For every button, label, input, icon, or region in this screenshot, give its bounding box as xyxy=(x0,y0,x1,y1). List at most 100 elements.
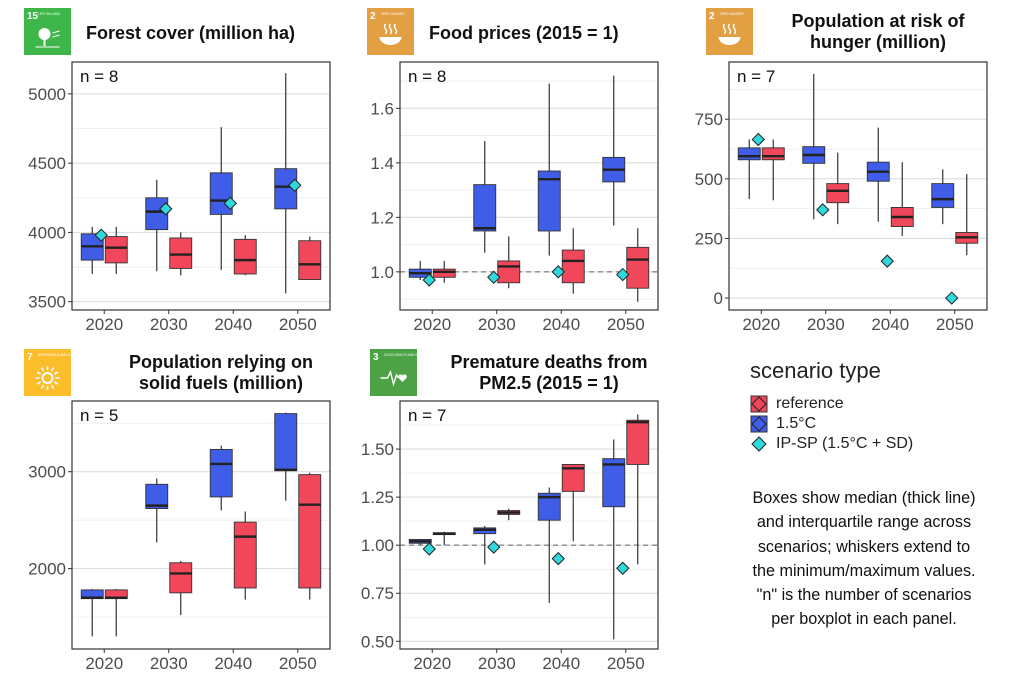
ipsp-point xyxy=(551,265,565,279)
note-line: Boxes show median (thick line) xyxy=(752,489,976,507)
box-reference xyxy=(761,139,785,201)
box-1-5c xyxy=(537,487,561,603)
sdg-caption: ZERO HUNGER xyxy=(720,12,744,16)
box-reference xyxy=(561,228,585,294)
box-reference xyxy=(826,152,850,225)
sdg-icon: 2 ZERO HUNGER xyxy=(706,8,753,55)
x-tick-label: 2020 xyxy=(85,654,123,673)
ipsp-point xyxy=(945,291,959,305)
box-reference xyxy=(169,232,193,276)
plot-border xyxy=(399,61,659,311)
box-1-5c xyxy=(209,445,233,511)
interquartile-box xyxy=(737,147,761,161)
x-tick-label: 2040 xyxy=(214,654,252,673)
interquartile-box xyxy=(826,183,850,204)
y-tick-label: 1.4 xyxy=(370,154,394,173)
y-tick-label: 4500 xyxy=(28,154,66,173)
sdg-caption: LIFE ON LAND xyxy=(38,12,60,16)
box-reference xyxy=(626,228,650,302)
sdg-caption: AFFORDABLE AND CLEAN ENERGY xyxy=(38,353,93,357)
x-tick-label: 2040 xyxy=(871,315,909,334)
x-tick-label: 2040 xyxy=(542,654,580,673)
y-tick-label: 0.50 xyxy=(361,632,394,651)
box-reference xyxy=(169,560,193,616)
interquartile-box xyxy=(537,492,561,521)
ipsp-point xyxy=(880,254,894,268)
explanatory-note: Boxes show median (thick line) and inter… xyxy=(712,486,1016,632)
ipsp-point xyxy=(223,196,237,211)
heartbeat-icon xyxy=(380,369,407,387)
sdg-icon: 7 AFFORDABLE AND CLEAN ENERGY xyxy=(24,349,93,396)
sdg-caption: GOOD HEALTH AND WELL-BEING xyxy=(384,353,435,357)
sdg-icon: 2 ZERO HUNGER xyxy=(367,8,414,55)
y-tick-label: 1.6 xyxy=(370,99,394,118)
sdg-number: 7 xyxy=(27,352,33,363)
box-reference xyxy=(497,236,521,289)
legend-title: scenario type xyxy=(750,358,881,383)
interquartile-box xyxy=(931,183,955,208)
plot-background xyxy=(400,62,658,310)
chart-panel: 0.50 0.75 1.00 1.25 1.50 2020 2030 2040 2050 n = … xyxy=(361,349,659,673)
chart-panel: 2000 3000 2020 2030 2040 2050 n = 5 Population … xyxy=(24,349,331,673)
sdg-icon: 15 LIFE ON LAND xyxy=(24,8,71,55)
legend-items: reference 1.5°C IP-SP (1.5°C + SD) xyxy=(748,394,1018,454)
panel-title: Food prices (2015 = 1) xyxy=(429,23,619,43)
ipsp-point xyxy=(159,202,173,216)
interquartile-box xyxy=(537,170,561,232)
ipsp-point xyxy=(422,542,436,556)
interquartile-box xyxy=(561,463,585,492)
box-reference xyxy=(233,511,257,600)
sdg-icon-background xyxy=(370,349,417,396)
interquartile-box xyxy=(145,483,169,509)
x-tick-label: 2050 xyxy=(279,315,317,334)
legend-item: reference xyxy=(750,394,1018,414)
box-1-5c xyxy=(274,412,298,501)
box-1-5c xyxy=(931,169,955,225)
interquartile-box xyxy=(209,448,233,498)
legend-marker-icon xyxy=(750,415,768,433)
interquartile-box xyxy=(602,458,626,508)
plot-border xyxy=(399,400,659,650)
box-reference xyxy=(233,235,257,276)
box-1-5c xyxy=(408,538,432,546)
box-1-5c xyxy=(737,139,761,200)
note-line: "n" is the number of scenarios xyxy=(756,586,972,605)
panel-title: Forest cover (million ha) xyxy=(86,23,295,43)
panel-title-line: hunger (million) xyxy=(810,32,946,52)
x-tick-label: 2020 xyxy=(413,654,451,673)
sdg-number: 3 xyxy=(373,352,379,363)
y-tick-label: 1.00 xyxy=(361,536,394,555)
panel-title-line: Population relying on xyxy=(129,352,313,372)
bowl-icon xyxy=(718,23,741,45)
box-1-5c xyxy=(537,83,561,256)
box-reference xyxy=(432,260,456,283)
tree-icon xyxy=(35,28,60,48)
interquartile-box xyxy=(497,260,521,284)
box-reference xyxy=(955,174,979,256)
ipsp-point xyxy=(288,178,302,193)
box-1-5c xyxy=(80,226,104,274)
note-line: scenarios; whiskers extend to xyxy=(757,537,971,556)
sdg-number: 2 xyxy=(370,11,376,22)
box-1-5c xyxy=(866,127,890,222)
panel-title-line: solid fuels (million) xyxy=(139,373,303,393)
n-label: n = 8 xyxy=(408,67,446,86)
interquartile-box xyxy=(761,147,785,161)
y-tick-label: 750 xyxy=(695,110,723,129)
note-line: the minimum/maximum values. xyxy=(752,561,976,580)
interquartile-box xyxy=(298,474,322,589)
x-tick-label: 2050 xyxy=(607,654,645,673)
box-reference xyxy=(104,226,128,274)
interquartile-box xyxy=(298,240,322,280)
ipsp-point xyxy=(487,270,501,285)
interquartile-box xyxy=(169,237,193,269)
sun-icon xyxy=(35,366,60,390)
box-reference xyxy=(561,463,585,542)
legend-label: reference xyxy=(776,395,844,412)
interquartile-box xyxy=(274,413,298,472)
y-tick-label: 1.25 xyxy=(361,488,394,507)
box-1-5c xyxy=(145,478,169,543)
ipsp-point xyxy=(616,267,630,282)
y-tick-label: 1.2 xyxy=(370,208,394,227)
ipsp-point xyxy=(616,561,630,575)
